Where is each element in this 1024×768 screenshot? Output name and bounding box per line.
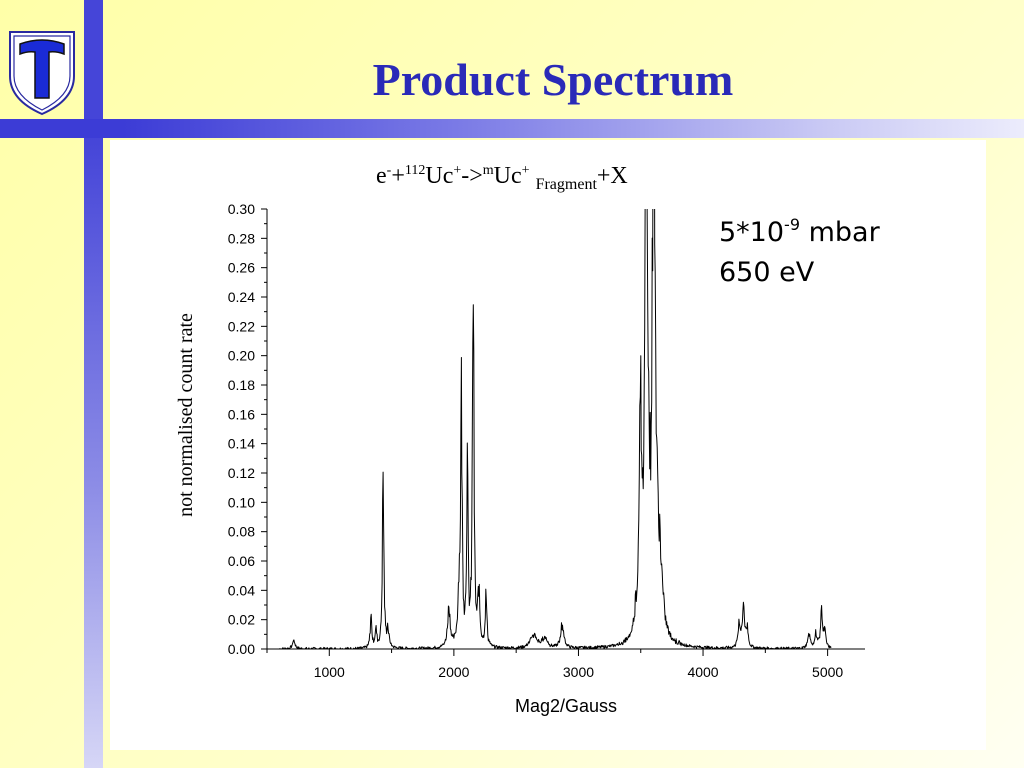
- y-tick-label: 0.22: [228, 318, 255, 334]
- chart-title-uc1-sup: +: [453, 163, 461, 178]
- chart-title-fragment-sub: Fragment: [536, 176, 598, 193]
- chart-title-mass-sup: 112: [405, 163, 425, 178]
- slide-title: Product Spectrum: [372, 54, 734, 105]
- chart-title-tail: +X: [597, 163, 628, 189]
- y-axis-title: not normalised count rate: [175, 313, 197, 517]
- left-accent-bar-fade: [84, 138, 103, 768]
- pressure-base: 5*10: [719, 217, 784, 248]
- y-tick-label: 0.14: [228, 436, 255, 452]
- y-tick-label: 0.02: [228, 612, 255, 628]
- x-tick-label: 1000: [314, 664, 345, 680]
- y-axis: 0.00 0.02 0.04 0.06 0.08 0.10 0.12 0.14 0.16 0.18…: [228, 201, 268, 657]
- x-tick-label: 5000: [812, 664, 843, 680]
- chart-title-uc2-sup: +: [522, 163, 530, 178]
- chart-title-e-sup: -: [387, 163, 392, 178]
- chart-panel: [110, 140, 986, 750]
- pressure-exponent: -9: [784, 215, 800, 234]
- x-axis-title: Mag2/Gauss: [515, 696, 617, 716]
- header-divider-bar: [0, 119, 1024, 138]
- shield-t-logo-icon: [0, 18, 84, 118]
- x-tick-label: 3000: [563, 664, 594, 680]
- energy-annotation: 650 eV: [719, 257, 815, 288]
- y-tick-label: 0.12: [228, 465, 255, 481]
- y-tick-label: 0.18: [228, 377, 255, 393]
- chart-title-arrow: ->: [461, 163, 483, 189]
- x-tick-label: 2000: [438, 664, 469, 680]
- chart-title-m-sup: m: [483, 163, 494, 178]
- y-tick-label: 0.26: [228, 260, 255, 276]
- y-tick-label: 0.10: [228, 494, 255, 510]
- y-tick-label: 0.16: [228, 406, 255, 422]
- y-tick-label: 0.04: [228, 582, 255, 598]
- y-tick-label: 0.30: [228, 201, 255, 217]
- y-tick-label: 0.00: [228, 641, 255, 657]
- x-tick-label: 4000: [687, 664, 718, 680]
- y-tick-label: 0.24: [228, 289, 255, 305]
- chart-title-uc1: Uc: [425, 163, 453, 189]
- pressure-unit: mbar: [800, 217, 881, 248]
- chart-title-plus: +: [391, 163, 405, 189]
- x-axis: 1000 2000 3000 4000 5000: [266, 648, 865, 680]
- y-tick-label: 0.28: [228, 230, 255, 246]
- chart-title-e: e: [376, 163, 387, 189]
- y-tick-label: 0.20: [228, 348, 255, 364]
- y-tick-label: 0.06: [228, 553, 255, 569]
- chart-title-uc2: Uc: [494, 163, 522, 189]
- pressure-annotation: 5*10-9 mbar: [719, 215, 881, 248]
- spectrum-series-line: [279, 209, 832, 649]
- plot-area: [279, 209, 832, 649]
- chart-title: e-+112Uc+->mUc+ Fragment+X: [376, 163, 628, 193]
- y-tick-label: 0.08: [228, 524, 255, 540]
